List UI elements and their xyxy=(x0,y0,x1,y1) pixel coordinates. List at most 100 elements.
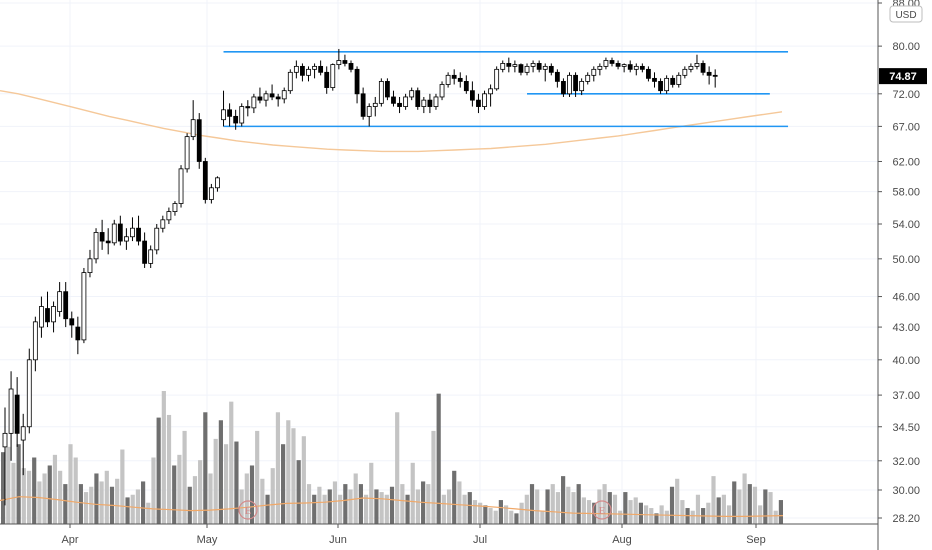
candle[interactable] xyxy=(603,57,609,70)
candle[interactable] xyxy=(688,63,694,73)
candle[interactable] xyxy=(39,296,44,338)
candle[interactable] xyxy=(330,63,336,91)
candle[interactable] xyxy=(269,84,275,101)
candle[interactable] xyxy=(682,66,688,79)
candle[interactable] xyxy=(561,78,566,97)
candle[interactable] xyxy=(45,291,50,328)
candle[interactable] xyxy=(245,100,251,117)
candle[interactable] xyxy=(324,66,330,94)
candle[interactable] xyxy=(372,96,378,117)
candle[interactable] xyxy=(360,87,366,120)
candle[interactable] xyxy=(573,72,578,97)
earnings-marker[interactable]: E xyxy=(238,500,258,520)
candle[interactable] xyxy=(148,245,154,268)
candle[interactable] xyxy=(69,311,75,338)
candle[interactable] xyxy=(554,69,560,88)
candle[interactable] xyxy=(366,103,372,127)
candle[interactable] xyxy=(312,63,317,79)
candle[interactable] xyxy=(81,267,87,344)
candle[interactable] xyxy=(463,75,469,94)
candle[interactable] xyxy=(130,217,135,242)
candle[interactable] xyxy=(676,72,682,88)
candle[interactable] xyxy=(202,157,208,204)
candle[interactable] xyxy=(469,81,475,107)
earnings-marker[interactable]: E xyxy=(592,500,612,520)
candle[interactable] xyxy=(124,228,129,250)
candle[interactable] xyxy=(597,63,603,76)
candle[interactable] xyxy=(385,78,390,101)
candle[interactable] xyxy=(336,48,342,70)
candle[interactable] xyxy=(111,219,117,246)
candle[interactable] xyxy=(306,66,311,82)
currency-badge[interactable]: USD xyxy=(889,5,923,23)
candle[interactable] xyxy=(512,60,518,73)
candle[interactable] xyxy=(706,66,712,85)
candle[interactable] xyxy=(524,63,530,76)
candle[interactable] xyxy=(32,316,38,372)
candle[interactable] xyxy=(184,133,190,173)
candle[interactable] xyxy=(275,93,281,107)
candle[interactable] xyxy=(105,228,111,255)
candle[interactable] xyxy=(639,63,645,73)
candle[interactable] xyxy=(196,113,202,169)
candle[interactable] xyxy=(652,72,657,88)
candle[interactable] xyxy=(300,63,305,82)
candle[interactable] xyxy=(354,66,360,104)
candle[interactable] xyxy=(378,78,384,107)
candle[interactable] xyxy=(658,78,663,94)
candle[interactable] xyxy=(93,228,99,264)
candle[interactable] xyxy=(506,57,512,73)
candle[interactable] xyxy=(609,57,615,67)
candle[interactable] xyxy=(615,60,621,70)
candle[interactable] xyxy=(172,201,178,216)
candle[interactable] xyxy=(627,60,633,73)
candle[interactable] xyxy=(439,81,445,101)
candle[interactable] xyxy=(518,63,524,76)
candle[interactable] xyxy=(585,72,591,85)
candle[interactable] xyxy=(415,87,421,110)
candle[interactable] xyxy=(712,69,718,88)
candle[interactable] xyxy=(136,215,141,246)
candle[interactable] xyxy=(591,66,597,82)
candle[interactable] xyxy=(281,87,287,104)
candle[interactable] xyxy=(287,69,293,94)
candle[interactable] xyxy=(215,176,220,192)
candle[interactable] xyxy=(621,63,627,73)
candle[interactable] xyxy=(500,60,506,73)
price-axis[interactable]: 88.00 80.00 72.00 67.00 62.00 58.00 54.00 50.00… xyxy=(878,0,920,525)
candle[interactable] xyxy=(445,72,451,88)
candle[interactable] xyxy=(87,249,93,278)
candle[interactable] xyxy=(482,90,487,110)
candle[interactable] xyxy=(251,93,257,114)
candle[interactable] xyxy=(63,282,69,328)
candle[interactable] xyxy=(348,60,354,73)
candle[interactable] xyxy=(117,215,123,246)
candle[interactable] xyxy=(239,103,245,127)
candle[interactable] xyxy=(694,54,700,70)
candle[interactable] xyxy=(433,93,439,110)
candle[interactable] xyxy=(664,75,670,94)
candle[interactable] xyxy=(293,60,299,79)
candle[interactable] xyxy=(451,69,457,85)
candle[interactable] xyxy=(391,90,396,107)
candlesticks[interactable] xyxy=(2,48,718,506)
candle[interactable] xyxy=(208,183,214,204)
candle[interactable] xyxy=(51,301,56,333)
candle[interactable] xyxy=(536,60,542,73)
candle[interactable] xyxy=(476,93,481,114)
candle[interactable] xyxy=(633,63,639,76)
candle[interactable] xyxy=(318,60,324,76)
candle[interactable] xyxy=(57,282,63,317)
candle[interactable] xyxy=(488,84,494,107)
candle[interactable] xyxy=(166,207,172,225)
candle[interactable] xyxy=(154,224,160,255)
candle[interactable] xyxy=(542,63,548,82)
candle[interactable] xyxy=(233,109,239,130)
candle[interactable] xyxy=(530,60,536,73)
candle[interactable] xyxy=(20,413,26,476)
candle[interactable] xyxy=(421,96,427,114)
candle[interactable] xyxy=(548,63,554,76)
